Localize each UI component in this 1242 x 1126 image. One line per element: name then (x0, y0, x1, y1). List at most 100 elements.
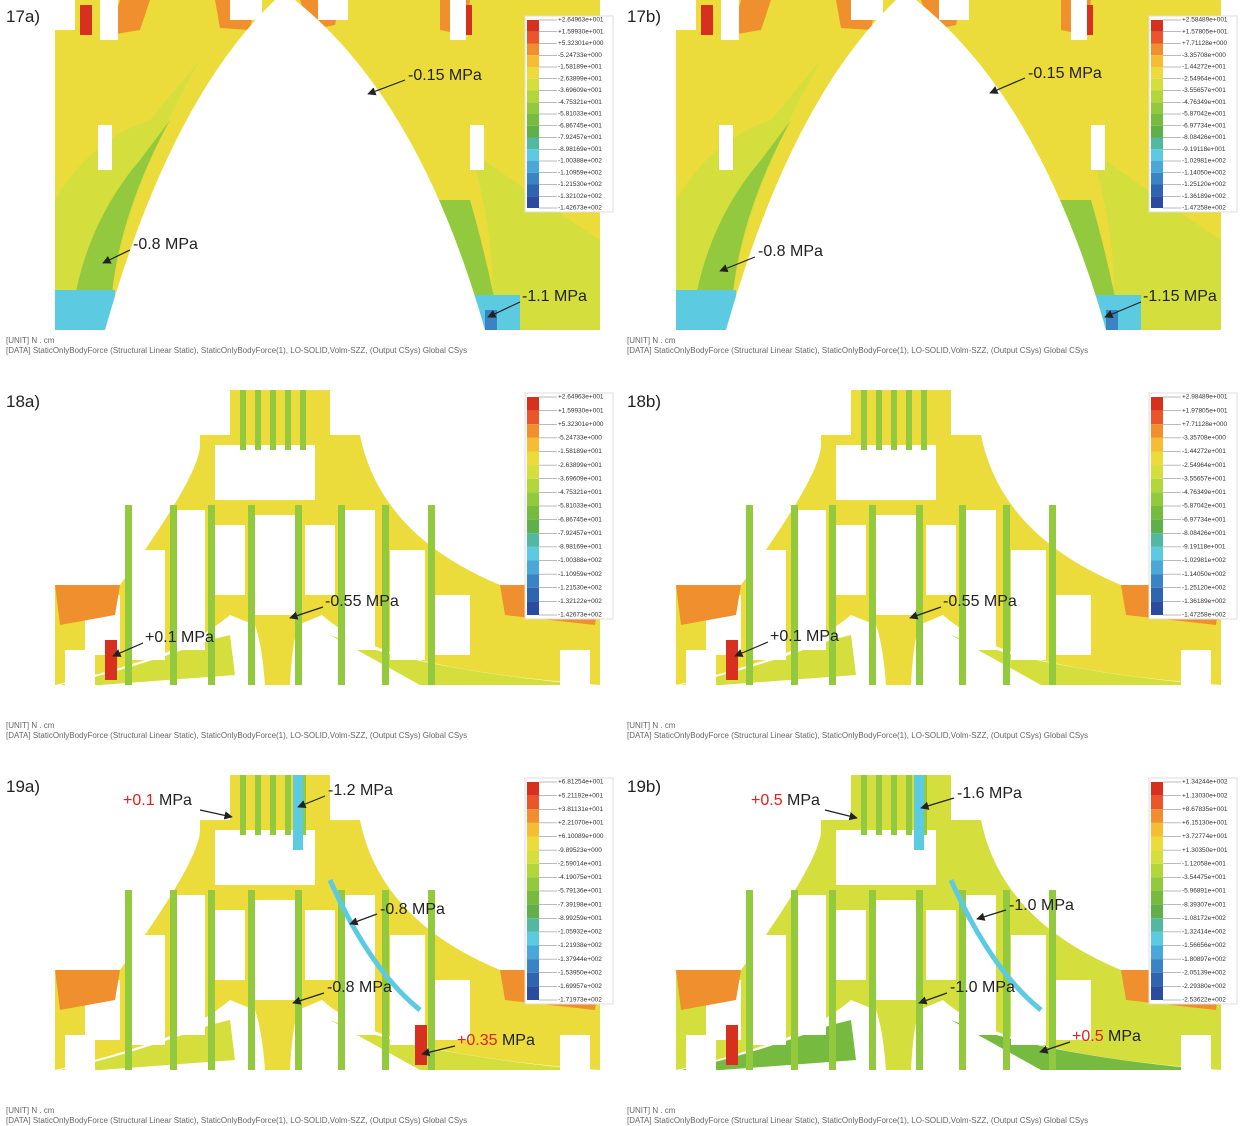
colorbar-label: -2.29380e+002 (1182, 983, 1226, 990)
annotation: -0.8 MPa (380, 901, 445, 918)
colorbar-band (1151, 137, 1163, 150)
colorbar-band (1151, 601, 1163, 615)
stem (861, 775, 867, 835)
colorbar-band (527, 90, 539, 103)
annotation-arrow (487, 301, 521, 318)
panel: 18a) +2.64963e+001 +1.59930e+001 +5.32301e+… (6, 390, 614, 740)
colorbar-band (1151, 519, 1163, 534)
stress-plot (55, 775, 600, 1070)
base-opening (911, 615, 1221, 685)
slot (719, 125, 733, 170)
unit-caption: [UNIT] N . cm (627, 721, 676, 730)
colorbar-label: -1.14050e+002 (1182, 169, 1226, 176)
colorbar-label: -1.05932e+002 (558, 929, 602, 936)
colorbar-band (527, 67, 539, 79)
opening (175, 510, 205, 650)
annotation: +0.1 MPa (123, 792, 192, 809)
colorbar-band (1151, 55, 1163, 67)
stress-field (701, 5, 713, 35)
colorbar-label: +6.15130e+001 (1182, 820, 1228, 827)
colorbar-band (527, 397, 539, 411)
colorbar-band (1151, 863, 1163, 878)
opening (255, 900, 295, 1000)
colorbar-label: -1.25120e+002 (1182, 584, 1226, 591)
annotation-value: -0.15 (408, 67, 445, 84)
panel-label: 18b) (627, 392, 661, 411)
stress-field (676, 585, 741, 625)
panel-label: 17a) (6, 7, 40, 26)
colorbar-label: -1.00388e+002 (558, 557, 602, 564)
colorbar-label: -5.96891e+001 (1182, 888, 1226, 895)
stem (285, 775, 291, 835)
annotation-value: +0.1 (770, 628, 802, 645)
colorbar: +2.98489e+001 +1.97805e+001 +7.71128e+000 -… (1148, 392, 1238, 620)
data-caption: [DATA] StaticOnlyBodyForce (Structural L… (6, 346, 467, 355)
colorbar-label: +6.81254e+001 (558, 779, 604, 786)
colorbar-band (1151, 546, 1163, 561)
colorbar: +2.64963e+001 +1.59930e+001 +5.32301e+000 -… (524, 15, 614, 213)
colorbar-label: +2.98489e+001 (1182, 394, 1228, 401)
colorbar-label: -1.10959e+002 (558, 571, 602, 578)
stress-field (726, 640, 738, 680)
colorbar-band (1151, 533, 1163, 547)
opening (65, 650, 95, 685)
colorbar-label: -5.81033e+001 (558, 111, 602, 118)
stem (891, 775, 897, 835)
colorbar-label: +1.59930e+001 (558, 28, 604, 35)
opening (751, 935, 786, 1045)
colorbar-band (1151, 424, 1163, 438)
colorbar-band (1151, 959, 1163, 973)
colorbar-label: -9.19118e+001 (1182, 146, 1226, 153)
colorbar-band (1151, 184, 1163, 197)
colorbar-label: -1.00388e+002 (558, 158, 602, 165)
colorbar-label: +1.30350e+001 (1182, 847, 1228, 854)
strut (1049, 505, 1056, 685)
strut (170, 890, 177, 1070)
colorbar-label: -1.71973e+002 (558, 997, 602, 1004)
opening (130, 550, 165, 660)
stress-field (676, 290, 736, 330)
stem (255, 775, 261, 835)
opening (796, 895, 826, 1035)
colorbar-band (527, 125, 539, 138)
colorbar-band (527, 196, 539, 208)
colorbar-label: -1.53950e+002 (558, 969, 602, 976)
strut (295, 505, 302, 685)
stem (921, 390, 927, 450)
colorbar-label: +3.81131e+001 (558, 806, 603, 813)
strut (829, 505, 836, 685)
colorbar-label: -1.44272e+001 (1182, 448, 1226, 455)
colorbar-label: -8.98169e+001 (558, 544, 602, 551)
stem (906, 775, 912, 835)
colorbar-label: -2.53622e+002 (1182, 997, 1226, 1004)
colorbar-band (527, 478, 539, 493)
annotation-value: -0.8 (133, 236, 161, 253)
annotation-unit: MPa (806, 628, 839, 645)
stress-plot (676, 775, 1221, 1070)
panel-label: 18a) (6, 392, 40, 411)
strut (382, 890, 389, 1070)
colorbar-label: -4.76349e+001 (1182, 99, 1226, 106)
annotation-value: -1.15 (1143, 288, 1180, 305)
strut (125, 505, 132, 685)
opening (876, 900, 916, 1000)
colorbar-label: -1.21938e+002 (558, 942, 602, 949)
annotation-arrow (734, 641, 769, 657)
colorbar-label: -3.54475e+001 (1182, 874, 1226, 881)
colorbar-label: -2.54964e+001 (1182, 75, 1226, 82)
slot (1091, 125, 1105, 170)
stress-field (70, 120, 170, 330)
colorbar-label: -5.87042e+001 (1182, 111, 1226, 118)
colorbar-label: +3.72774e+001 (1182, 833, 1228, 840)
colorbar-band (527, 149, 539, 161)
colorbar-label: -1.32414e+002 (1182, 929, 1226, 936)
colorbar-label: -2.05139e+002 (1182, 969, 1226, 976)
strut (428, 505, 435, 685)
stress-field (1091, 150, 1221, 330)
colorbar: +6.81254e+001 +5.21192e+001 +3.81131e+001 +… (524, 777, 614, 1005)
colorbar-label: -4.76349e+001 (1182, 489, 1226, 496)
colorbar-label: -4.75321e+001 (558, 489, 602, 496)
colorbar-label: -6.97734e+001 (1182, 516, 1226, 523)
annotation-unit: MPa (159, 792, 192, 809)
colorbar-band (1151, 945, 1163, 960)
